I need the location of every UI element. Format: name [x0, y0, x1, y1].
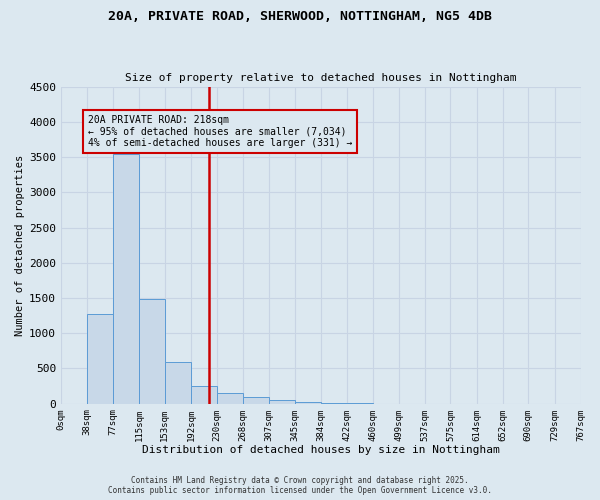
- Bar: [164, 362, 191, 404]
- Bar: [269, 400, 295, 404]
- Bar: [87, 314, 113, 404]
- Bar: [321, 403, 347, 404]
- Bar: [139, 298, 164, 404]
- Y-axis label: Number of detached properties: Number of detached properties: [15, 154, 25, 336]
- Bar: [113, 154, 139, 404]
- Text: 20A PRIVATE ROAD: 218sqm
← 95% of detached houses are smaller (7,034)
4% of semi: 20A PRIVATE ROAD: 218sqm ← 95% of detach…: [88, 114, 352, 148]
- X-axis label: Distribution of detached houses by size in Nottingham: Distribution of detached houses by size …: [142, 445, 500, 455]
- Bar: [295, 402, 321, 404]
- Text: Contains HM Land Registry data © Crown copyright and database right 2025.
Contai: Contains HM Land Registry data © Crown c…: [108, 476, 492, 495]
- Bar: [191, 386, 217, 404]
- Bar: [217, 393, 242, 404]
- Bar: [242, 396, 269, 404]
- Text: 20A, PRIVATE ROAD, SHERWOOD, NOTTINGHAM, NG5 4DB: 20A, PRIVATE ROAD, SHERWOOD, NOTTINGHAM,…: [108, 10, 492, 23]
- Title: Size of property relative to detached houses in Nottingham: Size of property relative to detached ho…: [125, 73, 517, 83]
